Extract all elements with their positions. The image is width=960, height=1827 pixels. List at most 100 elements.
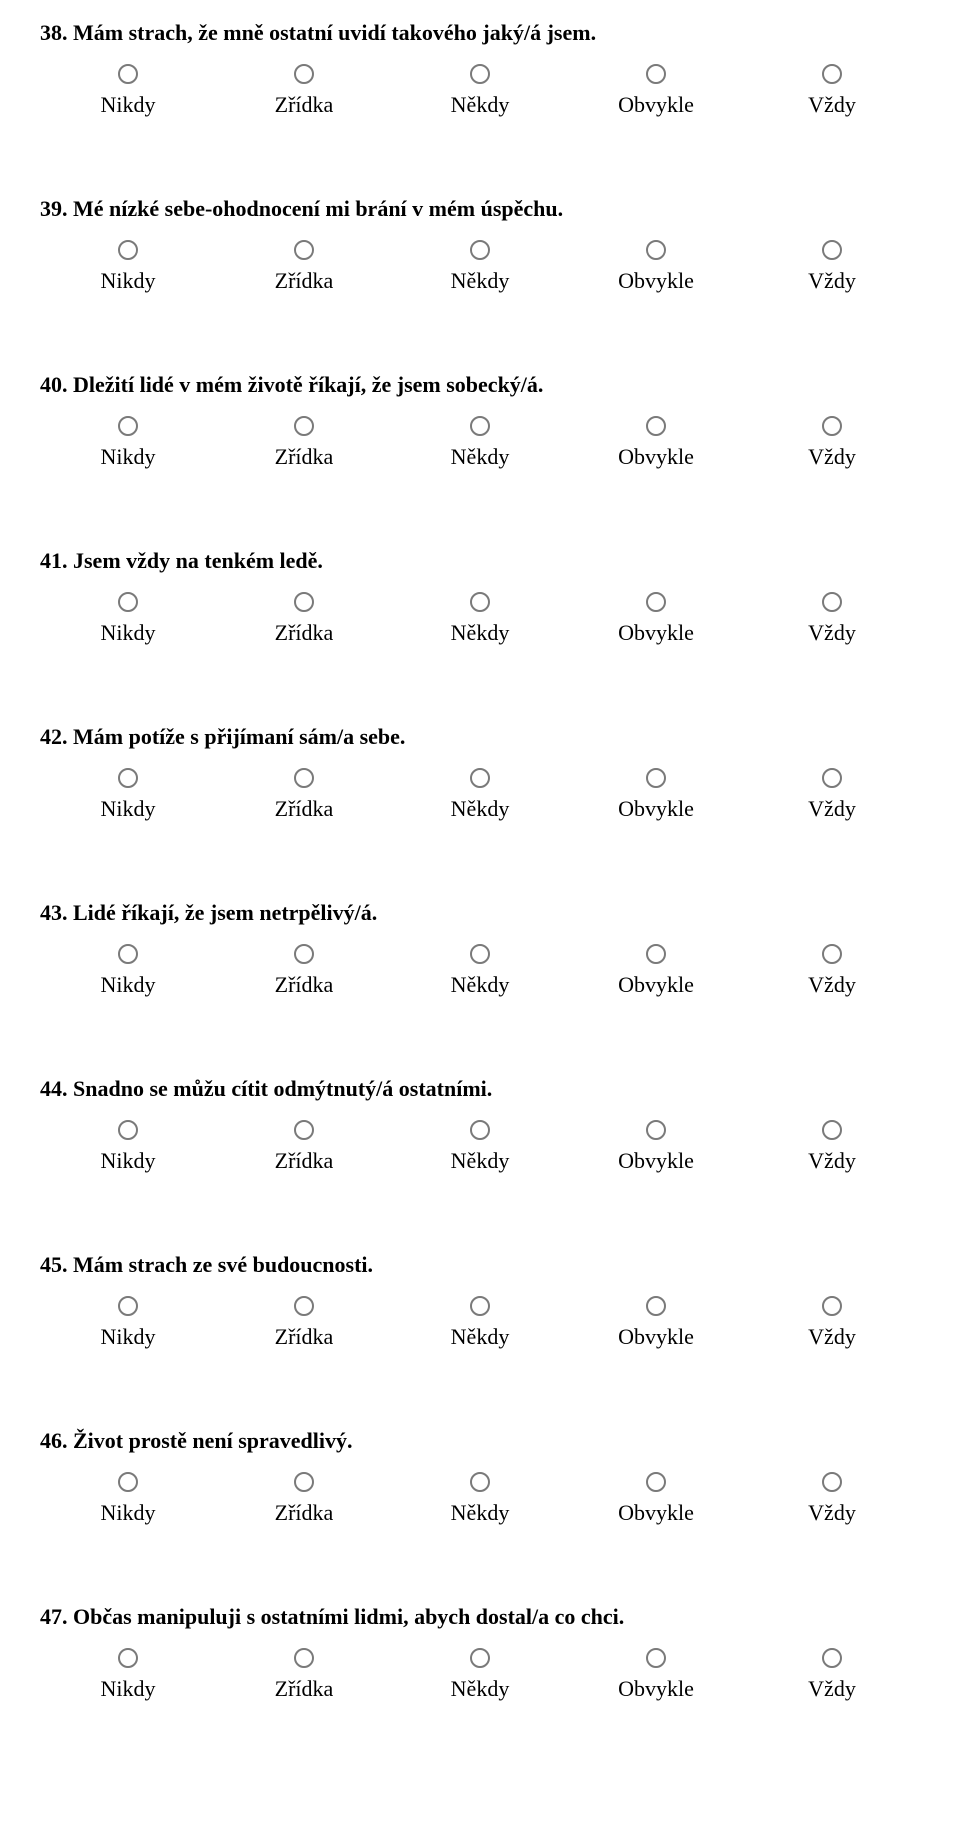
option-label: Vždy [808, 796, 856, 822]
radio-button[interactable] [470, 1120, 490, 1140]
option-cell: Nikdy [40, 768, 216, 822]
option-label: Někdy [451, 1676, 510, 1702]
radio-button[interactable] [470, 1648, 490, 1668]
option-cell: Vždy [744, 240, 920, 294]
option-cell: Obvykle [568, 1120, 744, 1174]
option-label: Někdy [451, 268, 510, 294]
radio-button[interactable] [294, 944, 314, 964]
options-row: NikdyZřídkaNěkdyObvykleVždy [40, 416, 920, 470]
radio-button[interactable] [646, 1120, 666, 1140]
radio-button[interactable] [294, 592, 314, 612]
radio-button[interactable] [646, 1648, 666, 1668]
radio-button[interactable] [118, 240, 138, 260]
radio-button[interactable] [470, 592, 490, 612]
radio-button[interactable] [118, 944, 138, 964]
option-label: Nikdy [101, 972, 156, 998]
radio-button[interactable] [470, 416, 490, 436]
option-cell: Nikdy [40, 592, 216, 646]
radio-button[interactable] [118, 416, 138, 436]
option-cell: Zřídka [216, 592, 392, 646]
radio-button[interactable] [646, 1472, 666, 1492]
question-block: 44. Snadno se můžu cítit odmýtnutý/á ost… [40, 1076, 920, 1174]
radio-button[interactable] [822, 768, 842, 788]
radio-button[interactable] [822, 944, 842, 964]
radio-button[interactable] [646, 1296, 666, 1316]
option-cell: Někdy [392, 1648, 568, 1702]
option-label: Nikdy [101, 1148, 156, 1174]
question-block: 42. Mám potíže s přijímaní sám/a sebe.Ni… [40, 724, 920, 822]
questionnaire-page: 38. Mám strach, že mně ostatní uvidí tak… [0, 0, 960, 1820]
radio-button[interactable] [294, 1472, 314, 1492]
option-cell: Nikdy [40, 944, 216, 998]
option-cell: Vždy [744, 1120, 920, 1174]
option-label: Nikdy [101, 1676, 156, 1702]
option-cell: Někdy [392, 416, 568, 470]
radio-button[interactable] [822, 416, 842, 436]
question-block: 43. Lidé říkají, že jsem netrpělivý/á.Ni… [40, 900, 920, 998]
radio-button[interactable] [118, 1648, 138, 1668]
options-row: Nikdy Zřídka Někdy Obvykle Vždy [40, 240, 920, 294]
radio-button[interactable] [470, 240, 490, 260]
radio-button[interactable] [118, 1472, 138, 1492]
option-label: Obvykle [618, 268, 694, 294]
radio-button[interactable] [646, 944, 666, 964]
radio-button[interactable] [646, 64, 666, 84]
radio-button[interactable] [822, 592, 842, 612]
radio-button[interactable] [646, 768, 666, 788]
radio-button[interactable] [294, 64, 314, 84]
option-label: Nikdy [101, 796, 156, 822]
option-cell: Zřídka [216, 240, 392, 294]
radio-button[interactable] [822, 1296, 842, 1316]
question-block: 46. Život prostě není spravedlivý.NikdyZ… [40, 1428, 920, 1526]
option-label: Nikdy [101, 1324, 156, 1350]
radio-button[interactable] [822, 1472, 842, 1492]
question-text: 45. Mám strach ze své budoucnosti. [40, 1252, 920, 1278]
option-cell: Někdy [392, 1472, 568, 1526]
radio-button[interactable] [822, 64, 842, 84]
radio-button[interactable] [118, 64, 138, 84]
radio-button[interactable] [470, 64, 490, 84]
option-label: Obvykle [618, 92, 694, 118]
option-label: Obvykle [618, 1324, 694, 1350]
radio-button[interactable] [470, 1296, 490, 1316]
option-label: Nikdy [101, 268, 156, 294]
option-cell: Někdy [392, 240, 568, 294]
options-row: NikdyZřídkaNěkdyObvykleVždy [40, 64, 920, 118]
radio-button[interactable] [294, 1296, 314, 1316]
option-label: Nikdy [101, 92, 156, 118]
option-cell: Vždy [744, 64, 920, 118]
option-cell: Zřídka [216, 1296, 392, 1350]
option-cell: Někdy [392, 1296, 568, 1350]
option-label: Nikdy [101, 1500, 156, 1526]
option-cell: Obvykle [568, 1648, 744, 1702]
radio-button[interactable] [118, 768, 138, 788]
radio-button[interactable] [822, 1120, 842, 1140]
radio-button[interactable] [646, 240, 666, 260]
radio-button[interactable] [294, 416, 314, 436]
radio-button[interactable] [294, 1120, 314, 1140]
question-block: 45. Mám strach ze své budoucnosti. Nikdy Z… [40, 1252, 920, 1350]
radio-button[interactable] [118, 1120, 138, 1140]
option-cell: Zřídka [216, 944, 392, 998]
radio-button[interactable] [470, 768, 490, 788]
radio-button[interactable] [646, 416, 666, 436]
option-cell: Vždy [744, 416, 920, 470]
radio-button[interactable] [294, 768, 314, 788]
option-cell: Nikdy [40, 1648, 216, 1702]
radio-button[interactable] [470, 944, 490, 964]
radio-button[interactable] [294, 240, 314, 260]
radio-button[interactable] [822, 1648, 842, 1668]
options-row: NikdyZřídkaNěkdyObvykleVždy [40, 1648, 920, 1702]
radio-button[interactable] [822, 240, 842, 260]
radio-button[interactable] [470, 1472, 490, 1492]
radio-button[interactable] [118, 1296, 138, 1316]
option-cell: Nikdy [40, 1472, 216, 1526]
options-row: NikdyZřídkaNěkdyObvykleVždy [40, 1120, 920, 1174]
option-cell: Vždy [744, 1296, 920, 1350]
radio-button[interactable] [646, 592, 666, 612]
radio-button[interactable] [118, 592, 138, 612]
radio-button[interactable] [294, 1648, 314, 1668]
option-label: Obvykle [618, 972, 694, 998]
question-block: 40. Dležití lidé v mém životě říkají, že… [40, 372, 920, 470]
option-label: Obvykle [618, 1500, 694, 1526]
